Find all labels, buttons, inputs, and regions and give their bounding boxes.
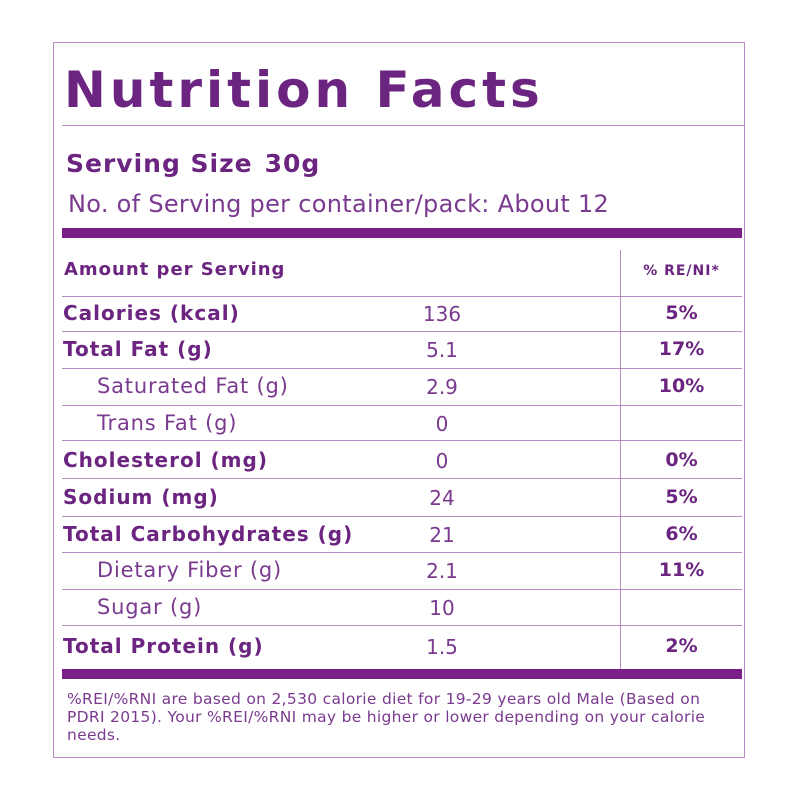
nutrient-percent: 6% (665, 523, 698, 545)
top-thick-bar (62, 228, 742, 238)
nutrient-amount: 2.9 (426, 375, 458, 399)
nutrient-row: Total Protein (g) 1.5 2% (62, 626, 742, 669)
footnote: %REI/%RNI are based on 2,530 calorie die… (67, 690, 706, 744)
nutrient-name: Dietary Fiber (g) (97, 558, 283, 582)
nutrient-percent: 0% (665, 449, 698, 471)
nutrient-amount: 0 (435, 449, 449, 473)
nutrient-row: Sodium (mg) 24 5% (62, 479, 742, 517)
row-divider (62, 478, 742, 479)
amount-per-serving-header: Amount per Serving (64, 259, 286, 280)
label-title: Nutrition Facts (64, 61, 544, 119)
nutrient-name: Trans Fat (g) (97, 411, 238, 435)
bottom-thick-bar (62, 669, 742, 679)
nutrient-amount: 136 (422, 302, 462, 326)
servings-per-pack: No. of Serving per container/pack: About… (68, 190, 610, 218)
row-divider (62, 331, 742, 332)
nutrient-amount: 2.1 (426, 559, 458, 583)
nutrient-amount: 24 (429, 486, 455, 510)
nutrient-amount: 0 (435, 412, 449, 436)
nutrient-name: Calories (kcal) (63, 301, 240, 325)
column-divider (620, 320, 621, 670)
row-divider (62, 440, 742, 441)
title-divider (62, 125, 745, 126)
nutrient-row: Dietary Fiber (g) 2.1 11% (62, 553, 742, 590)
nutrient-name: Saturated Fat (g) (97, 374, 289, 398)
nutrient-name: Total Carbohydrates (g) (63, 522, 354, 546)
serving-size-label: Serving Size (66, 149, 253, 178)
row-divider (62, 589, 742, 590)
nutrient-name: Total Protein (g) (63, 634, 264, 658)
nutrient-percent: 10% (658, 375, 705, 397)
nutrient-row: Total Fat (g) 5.1 17% (62, 332, 742, 369)
nutrient-amount: 5.1 (426, 338, 458, 362)
nutrient-name: Sodium (mg) (63, 485, 219, 509)
header-divider (62, 296, 742, 297)
nutrient-amount: 21 (429, 523, 455, 547)
nutrient-row: Total Carbohydrates (g) 21 6% (62, 517, 742, 553)
nutrient-percent: 5% (665, 486, 698, 508)
serving-size: Serving Size 30g (66, 148, 320, 180)
nutrient-amount: 1.5 (426, 635, 458, 659)
nutrient-row: Sugar (g) 10 (62, 590, 742, 626)
row-divider (62, 625, 742, 626)
row-divider (62, 552, 742, 553)
nutrient-row: Cholesterol (mg) 0 0% (62, 441, 742, 479)
column-divider-top (620, 250, 621, 320)
nutrient-percent: 5% (665, 302, 698, 324)
row-divider (62, 368, 742, 369)
nutrition-label-panel (53, 42, 745, 758)
nutrient-name: Total Fat (g) (63, 337, 213, 361)
nutrient-percent: 11% (658, 559, 705, 581)
nutrient-percent: 17% (658, 338, 705, 360)
nutrient-row: Saturated Fat (g) 2.9 10% (62, 369, 742, 406)
nutrient-name: Sugar (g) (97, 595, 203, 619)
serving-size-value: 30g (264, 149, 321, 178)
percent-rni-header: % RE/NI* (643, 263, 720, 279)
row-divider (62, 405, 742, 406)
nutrient-amount: 10 (429, 596, 455, 620)
nutrient-percent: 2% (665, 635, 698, 657)
nutrient-row: Calories (kcal) 136 5% (62, 298, 742, 332)
nutrient-name: Cholesterol (mg) (63, 448, 268, 472)
row-divider (62, 516, 742, 517)
nutrient-row: Trans Fat (g) 0 (62, 406, 742, 441)
